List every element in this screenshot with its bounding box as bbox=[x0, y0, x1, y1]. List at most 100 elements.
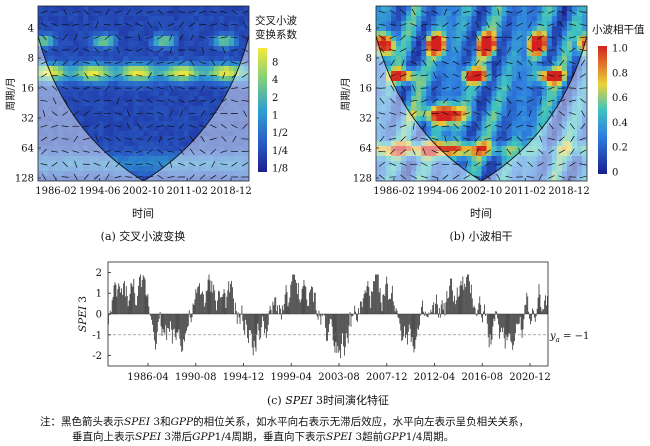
spei-bar bbox=[422, 311, 424, 314]
phase-arrow bbox=[558, 149, 566, 154]
heat-cell bbox=[381, 6, 387, 12]
heat-cell bbox=[486, 116, 492, 122]
heat-cell bbox=[88, 31, 94, 37]
heat-cell bbox=[376, 11, 382, 17]
heat-cell bbox=[73, 141, 79, 147]
heat-cell bbox=[526, 86, 533, 92]
heat-cell bbox=[376, 61, 382, 67]
heat-cell bbox=[486, 66, 492, 72]
heat-cell bbox=[521, 151, 528, 157]
phase-arrow bbox=[452, 73, 460, 78]
spei-bar bbox=[356, 314, 358, 321]
heat-cell bbox=[173, 81, 180, 87]
heat-cell bbox=[213, 71, 220, 77]
phase-arrow bbox=[200, 110, 205, 117]
heat-cell bbox=[506, 76, 513, 82]
heat-cell bbox=[143, 46, 149, 52]
spei-bar bbox=[164, 314, 166, 334]
heat-cell bbox=[88, 146, 94, 152]
heat-cell bbox=[173, 6, 180, 12]
spei-bar bbox=[438, 314, 439, 318]
heat-cell bbox=[178, 61, 185, 67]
heat-cell bbox=[436, 101, 442, 107]
spei-bar bbox=[284, 294, 286, 314]
heat-cell bbox=[238, 96, 245, 102]
heat-cell bbox=[203, 21, 210, 27]
heat-cell bbox=[506, 96, 513, 102]
heat-cell bbox=[133, 41, 139, 47]
heat-cell bbox=[516, 166, 523, 172]
heat-cell bbox=[233, 146, 240, 152]
phase-arrow bbox=[410, 35, 418, 39]
spei-bar bbox=[501, 314, 503, 333]
heat-cell bbox=[521, 131, 528, 137]
heat-cell bbox=[48, 46, 54, 52]
heat-cell bbox=[576, 166, 583, 172]
heat-cell bbox=[496, 26, 502, 32]
heat-cell bbox=[223, 36, 230, 42]
phase-arrow bbox=[105, 161, 110, 168]
heat-cell bbox=[411, 106, 417, 112]
heat-cell bbox=[148, 81, 154, 87]
spei-bar bbox=[525, 304, 527, 314]
heat-cell bbox=[188, 141, 195, 147]
heat-cell bbox=[123, 46, 129, 52]
spei-bar bbox=[425, 314, 427, 316]
heat-cell bbox=[198, 21, 205, 27]
phase-arrow bbox=[527, 21, 533, 28]
heat-cell bbox=[556, 61, 563, 67]
panel-a-colorbar-title-1: 交叉小波 bbox=[255, 14, 297, 27]
heat-cell bbox=[238, 156, 245, 162]
phase-arrow bbox=[421, 34, 427, 41]
heat-cell bbox=[53, 151, 59, 157]
heat-cell bbox=[68, 116, 74, 122]
heat-cell bbox=[446, 26, 452, 32]
heat-cell bbox=[396, 171, 402, 177]
heat-cell bbox=[48, 16, 54, 22]
spei-bar bbox=[409, 314, 411, 329]
heat-cell bbox=[168, 66, 175, 72]
heat-cell bbox=[178, 46, 185, 52]
heat-cell bbox=[551, 61, 558, 67]
heat-cell bbox=[38, 86, 44, 92]
phase-arrow bbox=[51, 48, 59, 52]
heat-cell bbox=[496, 116, 502, 122]
heat-cell bbox=[143, 136, 149, 142]
heat-cell bbox=[58, 41, 64, 47]
heat-cell bbox=[526, 126, 533, 132]
heat-cell bbox=[411, 11, 417, 17]
spei-bar bbox=[490, 314, 492, 345]
spei-bar bbox=[262, 314, 263, 317]
note-line-1: 注：黑色箭头表示SPEI 3和GPP的相位关系，如水平向右表示无滞后效应，水平向… bbox=[40, 416, 530, 428]
phase-arrow bbox=[61, 73, 69, 78]
heat-cell bbox=[436, 91, 442, 97]
heat-cell bbox=[163, 21, 170, 27]
heat-cell bbox=[148, 116, 154, 122]
heat-cell bbox=[496, 136, 502, 142]
heat-cell bbox=[203, 101, 210, 107]
phase-arrow bbox=[62, 161, 68, 168]
phase-arrow bbox=[125, 163, 133, 165]
heat-cell bbox=[128, 51, 134, 57]
heat-cell bbox=[526, 16, 533, 22]
heat-cell bbox=[431, 176, 437, 181]
phase-arrow bbox=[72, 10, 80, 14]
spei-bar bbox=[387, 283, 389, 314]
heat-cell bbox=[581, 166, 587, 172]
heat-cell bbox=[203, 61, 210, 67]
heat-cell bbox=[53, 51, 59, 57]
phase-arrow bbox=[568, 61, 576, 65]
heat-cell bbox=[491, 71, 497, 77]
heat-cell bbox=[531, 126, 538, 132]
heat-cell bbox=[143, 51, 149, 57]
heat-cell bbox=[491, 171, 497, 177]
heat-cell bbox=[163, 141, 170, 147]
spei-bar bbox=[179, 314, 181, 339]
spei-bar bbox=[185, 314, 186, 334]
spei-bar bbox=[210, 291, 212, 314]
heat-cell bbox=[476, 116, 482, 122]
heat-cell bbox=[88, 166, 94, 172]
heat-cell bbox=[128, 16, 134, 22]
heat-cell bbox=[88, 121, 94, 127]
heat-cell bbox=[153, 56, 159, 62]
